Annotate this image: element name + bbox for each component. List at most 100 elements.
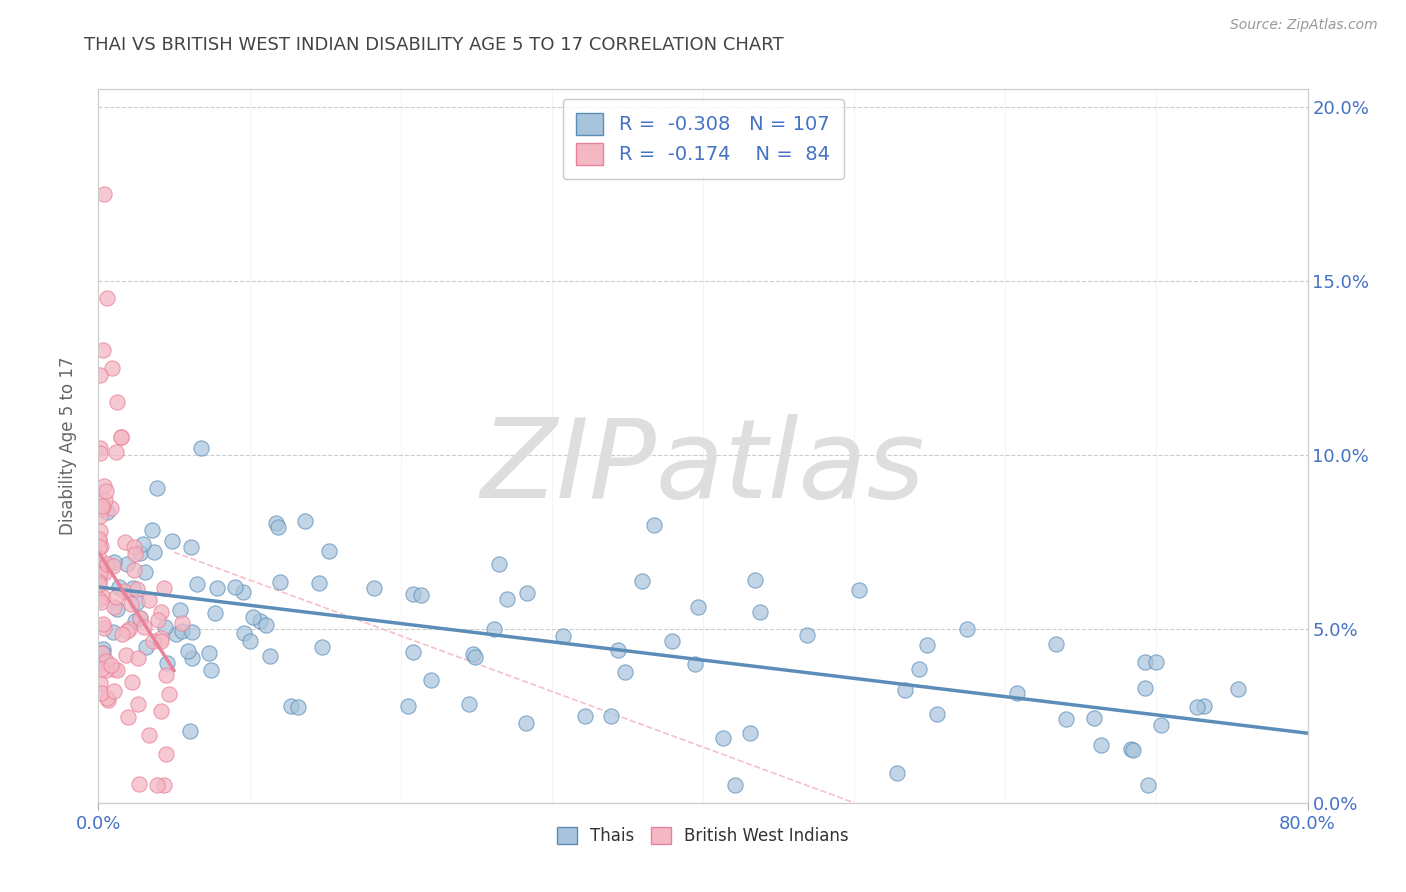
Point (599, 709, 621, 723)
Point (94, 663, 117, 677)
Point (96, 693, 118, 707)
Point (124, 547, 146, 561)
Point (103, 683, 125, 698)
Point (87, 574, 110, 589)
Point (155, 747, 177, 761)
Point (266, 520, 288, 534)
Point (105, 663, 128, 677)
Point (458, 697, 481, 711)
Point (93, 479, 115, 493)
Point (91, 642, 114, 657)
Point (135, 640, 157, 655)
Point (100, 500, 122, 515)
Point (232, 626, 254, 640)
Text: Source: ZipAtlas.com: Source: ZipAtlas.com (1230, 18, 1378, 32)
Point (103, 559, 125, 574)
Point (177, 644, 200, 658)
Point (170, 615, 193, 630)
Point (420, 673, 443, 687)
Point (87, 532, 110, 546)
Point (105, 601, 128, 615)
Point (1054, 713, 1077, 727)
Point (112, 583, 135, 598)
Point (90, 662, 112, 676)
Point (96, 558, 118, 572)
Point (1122, 743, 1144, 757)
Point (125, 594, 148, 608)
Point (90, 646, 112, 660)
Point (96, 506, 118, 520)
Point (89, 508, 111, 523)
Point (94, 484, 117, 499)
Point (93, 621, 115, 635)
Point (308, 575, 330, 590)
Point (134, 620, 156, 634)
Point (87, 577, 110, 591)
Point (87, 540, 110, 554)
Point (515, 715, 537, 730)
Point (125, 582, 148, 597)
Point (915, 638, 938, 652)
Point (91, 499, 114, 513)
Point (363, 581, 385, 595)
Point (101, 360, 124, 375)
Point (110, 430, 132, 444)
Point (551, 629, 574, 643)
Point (156, 656, 179, 670)
Point (108, 581, 131, 595)
Point (461, 648, 484, 662)
Point (661, 634, 683, 648)
Point (138, 728, 160, 742)
Point (117, 709, 139, 723)
Point (1136, 778, 1159, 792)
Point (149, 631, 172, 645)
Point (207, 581, 229, 595)
Point (224, 580, 246, 594)
Point (124, 614, 146, 628)
Point (249, 614, 271, 628)
Point (142, 634, 165, 648)
Point (89, 524, 111, 538)
Point (87, 533, 110, 548)
Point (89, 676, 111, 690)
Point (114, 535, 136, 549)
Point (91, 343, 114, 358)
Point (91, 559, 114, 574)
Point (111, 627, 134, 641)
Point (1007, 686, 1029, 700)
Point (190, 441, 212, 455)
Point (124, 563, 146, 577)
Point (280, 699, 302, 714)
Point (1185, 699, 1208, 714)
Point (160, 533, 183, 548)
Text: THAI VS BRITISH WEST INDIAN DISABILITY AGE 5 TO 17 CORRELATION CHART: THAI VS BRITISH WEST INDIAN DISABILITY A… (84, 36, 785, 54)
Point (181, 650, 204, 665)
Point (122, 541, 145, 555)
Point (128, 776, 150, 790)
Point (103, 555, 125, 569)
Point (1226, 682, 1249, 697)
Point (155, 619, 177, 633)
Point (89, 501, 111, 516)
Point (796, 628, 818, 642)
Point (259, 649, 281, 664)
Point (907, 662, 929, 676)
Point (464, 649, 486, 664)
Point (129, 611, 152, 625)
Point (138, 593, 160, 607)
Point (311, 640, 333, 654)
Point (402, 645, 425, 659)
Point (1133, 681, 1156, 695)
Point (925, 707, 948, 722)
Point (711, 731, 734, 746)
Point (200, 664, 222, 678)
Point (120, 597, 142, 611)
Point (848, 582, 870, 597)
Point (180, 540, 202, 554)
Point (484, 623, 506, 637)
Point (574, 709, 596, 723)
Point (101, 625, 124, 640)
Point (93, 566, 115, 581)
Point (90, 539, 112, 553)
Point (153, 778, 176, 792)
